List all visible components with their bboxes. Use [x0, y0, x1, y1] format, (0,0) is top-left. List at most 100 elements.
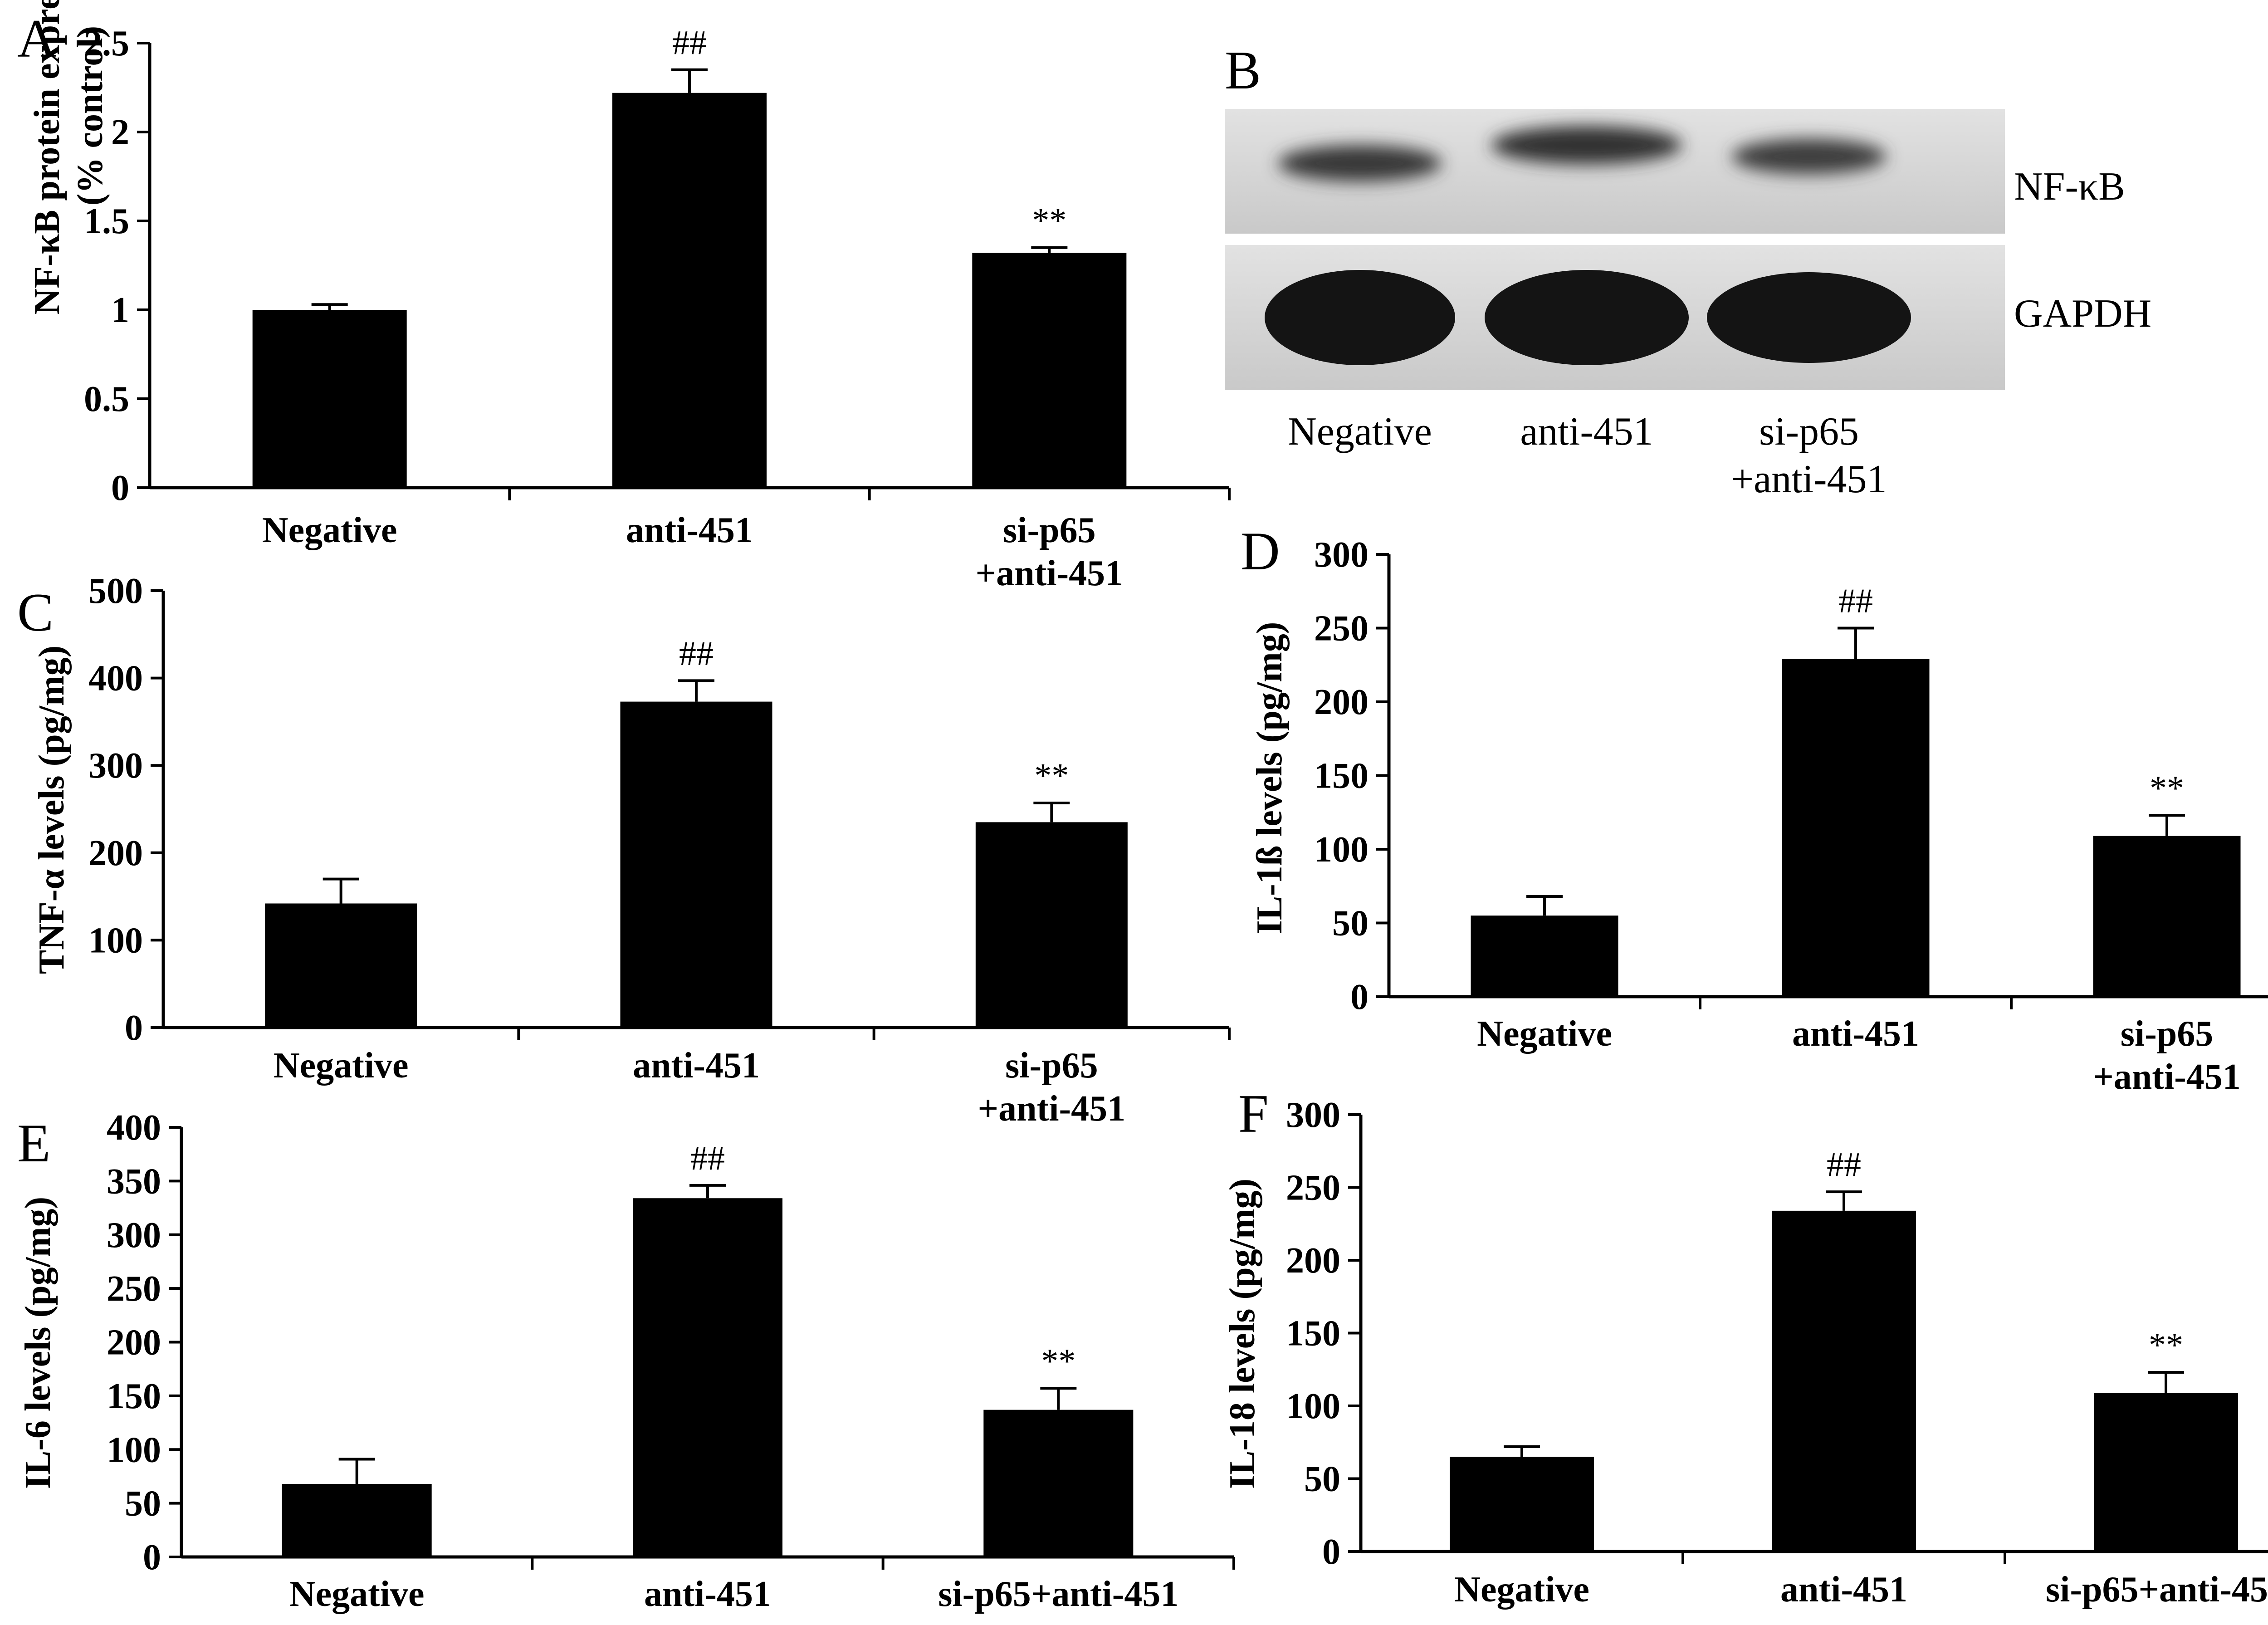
y-tick-label: 0	[143, 1537, 161, 1577]
blot-band	[1707, 272, 1911, 363]
chart-panel-d: D 0 50 100 150 200 250 300 IL-1ß levels (pg/mg) N…	[1241, 521, 2268, 1097]
category-label: +anti-451	[2093, 1057, 2241, 1097]
y-tick-label: 350	[107, 1161, 161, 1201]
y-tick-label: 250	[107, 1269, 161, 1309]
y-tick-label: 50	[1304, 1459, 1340, 1499]
significance-label: **	[2150, 769, 2184, 807]
bar	[975, 822, 1128, 1028]
significance-label: **	[2149, 1326, 2183, 1364]
bar	[1471, 915, 1618, 997]
category-label: Negative	[1454, 1570, 1589, 1610]
significance-label: **	[1032, 201, 1066, 240]
category-label: Negative	[1477, 1014, 1612, 1054]
bar	[1450, 1457, 1594, 1552]
chart-panel-f: F 0 50 100 150 200 250 300 IL-18 levels (pg/mg) N…	[1222, 1083, 2268, 1610]
blot-band	[1278, 145, 1442, 181]
y-tick-label: 100	[1286, 1386, 1340, 1426]
category-label: anti-451	[1792, 1014, 1919, 1054]
blot-lane-label: Negative	[1288, 410, 1432, 454]
category-label: si-p65+anti-451	[938, 1574, 1178, 1614]
y-axis-title-line: NF-κB protein expression	[27, 0, 67, 315]
y-tick-label: 1	[111, 290, 129, 330]
category-label: +anti-451	[976, 553, 1124, 593]
y-tick-label: 300	[107, 1215, 161, 1255]
significance-label: **	[1041, 1342, 1075, 1380]
chart-panel-a: A00.511.522.5NF-κB protein expression (% …	[17, 0, 1231, 593]
y-tick-label: 200	[1314, 682, 1369, 722]
bar	[612, 93, 767, 488]
y-tick-label: 50	[1332, 904, 1369, 944]
bar	[282, 1484, 432, 1557]
y-tick-label: 0	[1322, 1532, 1340, 1572]
panel-letter: C	[17, 582, 54, 642]
category-label: si-p65	[1005, 1046, 1098, 1086]
y-tick-label: 100	[88, 920, 143, 960]
y-tick-label: 250	[1314, 609, 1369, 649]
blot-band	[1491, 126, 1682, 165]
significance-label: ##	[672, 24, 707, 62]
blot-band	[1732, 139, 1886, 174]
blot-band	[1265, 270, 1455, 365]
y-axis-title: IL-18 levels (pg/mg)	[1222, 1179, 1262, 1489]
y-tick-label: 0	[125, 1008, 143, 1048]
y-axis-title: NF-κB protein expression (% control)	[27, 0, 110, 315]
y-tick-label: 2	[111, 113, 129, 152]
y-tick-label: 200	[107, 1323, 161, 1363]
significance-label: ##	[679, 634, 714, 672]
blot-row-label: NF-κB	[2014, 165, 2125, 209]
y-tick-label: 200	[88, 833, 143, 873]
blot-band	[1485, 270, 1689, 365]
category-label: Negative	[262, 510, 397, 550]
significance-label: ##	[690, 1139, 725, 1177]
significance-label: **	[1034, 757, 1069, 795]
panel-letter: D	[1241, 521, 1280, 581]
y-tick-label: 200	[1286, 1241, 1340, 1281]
y-tick-label: 400	[88, 659, 143, 699]
y-axis-title-line: IL-1ß levels (pg/mg)	[1250, 622, 1290, 935]
y-tick-label: 0.5	[84, 379, 129, 419]
y-tick-label: 100	[1314, 830, 1369, 870]
category-label: anti-451	[1780, 1570, 1907, 1610]
chart-panel-c: C 0 100 200 300 400 500 TNF-α levels (pg/mg) Neg…	[17, 571, 1231, 1129]
y-tick-label: 2.5	[84, 24, 129, 64]
y-tick-label: 0	[111, 468, 129, 508]
blot-panel-b: B NF-κB GAPDH Negative anti-451 si-p65+anti-4…	[1225, 40, 2151, 501]
category-label: anti-451	[644, 1574, 771, 1614]
y-tick-label: 250	[1286, 1168, 1340, 1208]
panel-letter: B	[1225, 40, 1261, 100]
y-tick-label: 150	[107, 1376, 161, 1416]
y-tick-label: 150	[1286, 1314, 1340, 1354]
bar	[252, 310, 407, 488]
bar	[1772, 1210, 1916, 1552]
category-label: Negative	[289, 1574, 425, 1614]
y-tick-label: 500	[88, 571, 143, 611]
y-tick-label: 400	[107, 1108, 161, 1148]
y-axis-title-line: TNF-α levels (pg/mg)	[32, 646, 72, 974]
y-tick-label: 150	[1314, 756, 1369, 796]
bar	[620, 701, 772, 1028]
y-tick-label: 300	[88, 746, 143, 786]
bar	[972, 253, 1127, 488]
y-axis-title-line: (% control)	[70, 26, 110, 206]
panel-letter: F	[1238, 1083, 1269, 1144]
y-axis-title-line: IL-6 levels (pg/mg)	[18, 1197, 58, 1489]
significance-label: ##	[1838, 582, 1873, 620]
y-tick-label: 300	[1314, 535, 1369, 575]
category-label: si-p65	[1003, 510, 1096, 550]
panel-letter: E	[17, 1113, 50, 1173]
category-label: Negative	[274, 1046, 409, 1086]
category-label: si-p65	[2121, 1014, 2214, 1054]
blot-lane-label: si-p65	[1759, 410, 1859, 454]
panel-letter: A	[17, 8, 57, 69]
blot-lane-label: +anti-451	[1731, 457, 1887, 501]
y-axis-title-line: IL-18 levels (pg/mg)	[1222, 1179, 1262, 1489]
blot-lane-label: anti-451	[1520, 410, 1653, 454]
bar	[2093, 836, 2241, 997]
category-label: anti-451	[626, 510, 753, 550]
chart-panel-e: E 0 50 100 150 200 250 300 350 400 IL-6 levels (pg…	[17, 1108, 1235, 1614]
bar	[265, 903, 417, 1028]
y-axis-title: IL-1ß levels (pg/mg)	[1250, 622, 1290, 935]
category-label: si-p65+anti-451	[2046, 1570, 2268, 1610]
y-tick-label: 0	[1350, 977, 1369, 1017]
